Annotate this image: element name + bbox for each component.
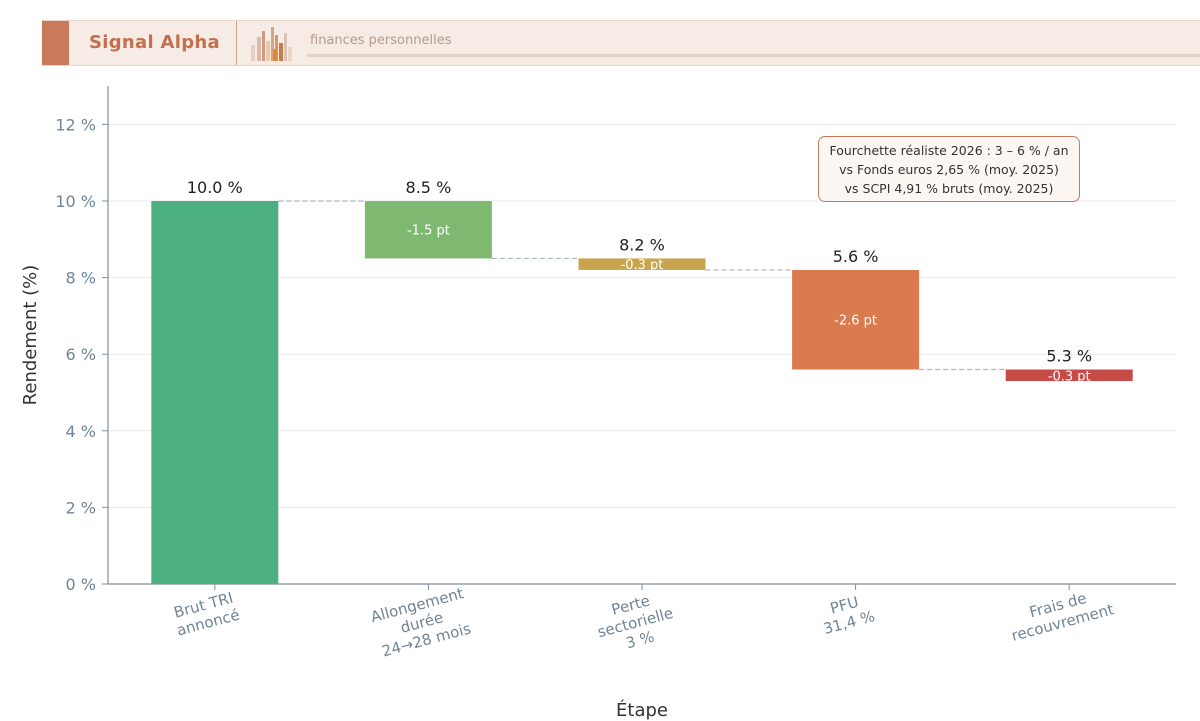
bar-delta-label: -1.5 pt [407, 224, 450, 239]
bar-total-label: 5.6 % [833, 247, 879, 266]
x-axis-title: Étape [616, 699, 668, 721]
y-tick-label: 8 % [66, 269, 96, 288]
annotation-box: Fourchette réaliste 2026 : 3 – 6 % / an … [818, 136, 1080, 202]
annotation-line: vs Fonds euros 2,65 % (moy. 2025) [839, 162, 1059, 177]
bar[interactable] [1005, 369, 1133, 382]
annotation-line: vs SCPI 4,91 % bruts (moy. 2025) [844, 181, 1054, 196]
y-tick-label: 0 % [66, 575, 96, 594]
connectors [278, 200, 1006, 371]
bar-delta-label: -0.3 pt [621, 258, 664, 273]
bar-total-label: 5.3 % [1046, 347, 1092, 366]
header-banner: Signal Alpha finances personnelles [42, 20, 1200, 66]
bar[interactable] [578, 258, 706, 270]
tagline: finances personnelles [310, 33, 452, 48]
bar-total-label: 8.5 % [406, 178, 452, 197]
y-tick-label: 12 % [55, 115, 96, 134]
x-tick-label: Pertesectorielle3 % [591, 586, 680, 658]
x-tick-label: PFU31,4 % [817, 590, 877, 638]
brand-name[interactable]: Signal Alpha [89, 32, 220, 53]
bar-delta-label: -0.3 pt [1048, 369, 1091, 384]
bar-total-label: 8.2 % [619, 235, 665, 254]
y-tick-label: 4 % [66, 422, 96, 441]
bar[interactable] [792, 269, 920, 370]
brand-swatch [42, 21, 69, 65]
header-divider [236, 21, 237, 65]
y-tick-label: 2 % [66, 498, 96, 517]
bar[interactable] [364, 201, 492, 259]
y-tick-label: 6 % [66, 345, 96, 364]
bar-chart-logo-icon [251, 27, 292, 61]
y-ticks: 0 % 2 % 4 % 6 % 8 % 10 % 12 % [55, 115, 108, 594]
x-tick-label: Frais derecouvrement [1005, 583, 1116, 645]
bar[interactable] [151, 201, 279, 584]
annotation-line: Fourchette réaliste 2026 : 3 – 6 % / an [829, 143, 1069, 158]
y-axis-title: Rendement (%) [20, 265, 41, 406]
y-tick-label: 10 % [55, 192, 96, 211]
x-tick-label: Brut TRIannoncé [170, 588, 241, 639]
bar-total-label: 10.0 % [187, 178, 243, 197]
x-tick-label: Allongementdurée24→28 mois [369, 584, 475, 661]
bars: 10.0 % 8.5 % -1.5 pt 8.2 % -0.3 pt 5.6 % -2.6 … [151, 178, 1133, 584]
tagline-rule [307, 54, 1200, 57]
bar-delta-label: -2.6 pt [834, 314, 877, 329]
x-ticks: Brut TRIannoncé Allongementdurée24→28 moi… [170, 583, 1116, 661]
